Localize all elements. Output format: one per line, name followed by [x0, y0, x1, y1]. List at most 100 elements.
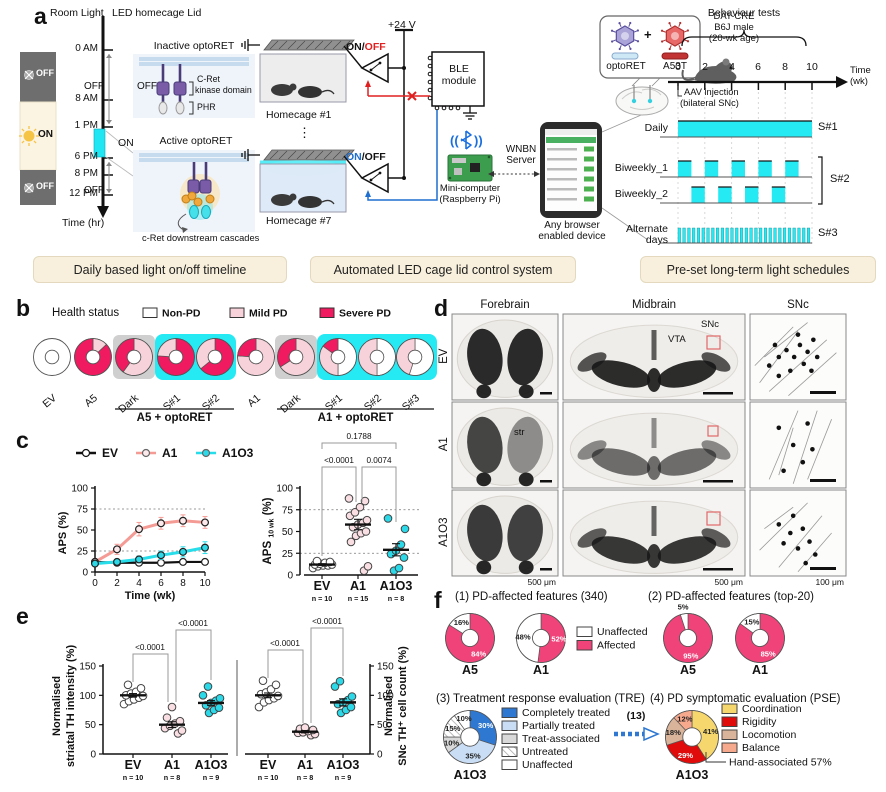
tick-1pm: 1 PM	[74, 120, 98, 131]
svg-text:n = 8: n = 8	[164, 773, 181, 782]
svg-text:25: 25	[77, 547, 89, 558]
caption-light-schedules: Pre-set long-term light schedules	[640, 256, 876, 283]
svg-text:A1 + optoRET: A1 + optoRET	[318, 412, 394, 424]
svg-text:S#1: S#1	[161, 392, 183, 413]
aav-label-2: (bilateral SNc)	[680, 98, 739, 108]
svg-text:6: 6	[158, 578, 164, 589]
aav-label-1: AAV injection	[684, 87, 739, 97]
caption-daily-timeline: Daily based light on/off timeline	[33, 256, 287, 283]
svg-text:A5 + optoRET: A5 + optoRET	[137, 412, 213, 424]
sched-biweekly1-label: Biweekly_1	[614, 162, 668, 174]
svg-text:APS 10 wk (%): APS 10 wk (%)	[262, 497, 276, 564]
sched-alternate-label-2: days	[645, 234, 668, 246]
minicomputer-label-2: (Raspberry Pi)	[439, 194, 501, 205]
svg-text:0: 0	[82, 568, 88, 579]
supply-label: +24 V	[388, 19, 416, 31]
svg-text:Dark: Dark	[278, 392, 303, 416]
pie-pd_features_340: 84% 16% A5 52% 48% A1 Unaffected Affected	[445, 613, 648, 677]
panel-c-letter: c	[16, 427, 29, 453]
svg-text:50: 50	[85, 720, 97, 731]
svg-text:16%: 16%	[454, 618, 469, 627]
svg-text:10%: 10%	[456, 714, 471, 723]
minicomputer-label-1: Mini-computer	[439, 183, 501, 194]
time-wk-label-1: Time	[850, 65, 871, 76]
homecage7-label: Homecage #7	[266, 215, 332, 227]
svg-text:A1O3: A1O3	[454, 768, 487, 782]
panel-e-letter: e	[16, 603, 29, 629]
svg-text:n = 15: n = 15	[348, 594, 369, 603]
svg-text:A1O3: A1O3	[327, 758, 360, 772]
svg-text:52%: 52%	[551, 635, 566, 644]
tick-8pm: 8 PM	[74, 168, 98, 179]
svg-text:0.1788: 0.1788	[346, 432, 371, 441]
svg-text:50: 50	[282, 527, 294, 538]
col-forebrain: Forebrain	[480, 299, 530, 311]
svg-text:15%: 15%	[744, 618, 759, 627]
time-wk-label-2: (wk)	[850, 76, 868, 87]
ble-label-1: BLE	[449, 63, 469, 75]
cret-label-2: kinase domain	[195, 85, 252, 95]
svg-text:n = 10: n = 10	[123, 773, 144, 782]
svg-text:Completely treated: Completely treated	[522, 707, 610, 719]
svg-text:S#2: S#2	[200, 392, 222, 413]
svg-text:((: ((	[450, 133, 459, 148]
svg-text:n = 8: n = 8	[388, 594, 405, 603]
f2-title: (2) PD-affected features (top-20)	[648, 591, 814, 603]
panel-a-diagram: (())	[19, 15, 848, 246]
tick-12pm: 12 PM	[69, 188, 98, 199]
svg-text:Partially treated: Partially treated	[522, 720, 595, 732]
week-0: 0	[675, 61, 681, 73]
sched-daily-label: Daily	[644, 122, 668, 134]
scale-midbrain: 500 μm	[714, 577, 743, 587]
svg-text:n = 9: n = 9	[203, 773, 220, 782]
svg-text:Hand-associated 57%: Hand-associated 57%	[729, 757, 832, 769]
svg-text:Affected: Affected	[597, 640, 635, 652]
browser-label-1: Any browser	[544, 220, 600, 231]
svg-text:EV: EV	[102, 446, 118, 460]
time-hr-label: Time (hr)	[62, 217, 105, 229]
svg-text:Severe PD: Severe PD	[339, 308, 391, 320]
svg-text:<0.0001: <0.0001	[178, 619, 208, 628]
svg-text:0: 0	[287, 571, 293, 582]
svg-text:75: 75	[77, 505, 89, 516]
col-snc: SNc	[787, 299, 809, 311]
scale-snc: 100 μm	[815, 577, 844, 587]
snc-region-label: SNc	[701, 319, 719, 330]
panel-a-letter: a	[34, 3, 47, 29]
svg-text:8: 8	[180, 578, 186, 589]
svg-text:<0.0001: <0.0001	[312, 617, 342, 626]
lid-off1-label: OFF	[84, 81, 104, 92]
svg-text:n = 9: n = 9	[335, 773, 352, 782]
svg-text:A5: A5	[462, 663, 478, 677]
svg-text:Non-PD: Non-PD	[162, 308, 201, 320]
inactive-optoret-title: Inactive optoRET	[153, 40, 235, 52]
svg-text:100: 100	[79, 691, 96, 702]
svg-text:Mild PD: Mild PD	[249, 308, 288, 320]
svg-text:12%: 12%	[677, 715, 692, 724]
panel-c-line-chart: EV A1 A1O3 0 25 50 75 100 0 2 4 6 8 10 Time (wk) APS (%…	[57, 446, 254, 602]
svg-text:<0.0001: <0.0001	[324, 456, 354, 465]
svg-text:29%: 29%	[678, 751, 693, 760]
svg-text:2: 2	[114, 578, 120, 589]
svg-text:)): ))	[474, 133, 483, 148]
homecage1-label: Homecage #1	[266, 109, 332, 121]
panel-d-brain-images	[451, 313, 847, 577]
svg-text:Untreated: Untreated	[522, 746, 568, 758]
svg-text:0: 0	[92, 578, 98, 589]
svg-text:S#1: S#1	[323, 392, 345, 413]
optoret-virus-label: optoRET	[606, 61, 646, 72]
row-a1o3: A1O3	[437, 517, 450, 547]
svg-text:(13): (13)	[627, 710, 646, 722]
svg-text:n = 10: n = 10	[258, 773, 279, 782]
lid-off2-label: OFF	[84, 185, 104, 196]
svg-text:A1O3: A1O3	[195, 758, 228, 772]
svg-text:EV: EV	[260, 758, 277, 772]
svg-text:A1O3: A1O3	[676, 768, 709, 782]
svg-text:EV: EV	[314, 579, 331, 593]
ble-label-2: module	[441, 75, 477, 87]
amp2-onoff-label: ON/OFF	[346, 151, 386, 163]
svg-text:25: 25	[282, 549, 294, 560]
